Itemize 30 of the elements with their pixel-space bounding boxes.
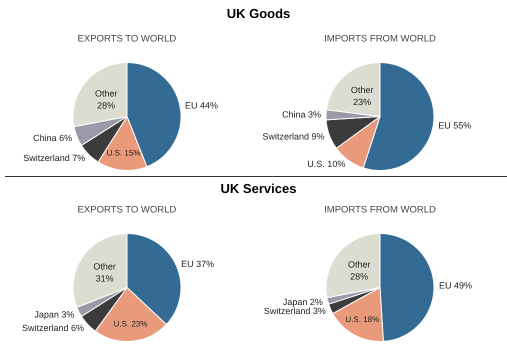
chart-title: EXPORTS TO WORLD [78, 204, 176, 216]
slice-label: Switzerland 7% [23, 153, 86, 164]
slice-label: EU 49% [438, 280, 472, 291]
slice-label: Other [350, 85, 374, 96]
chart-title: EXPORTS TO WORLD [78, 34, 176, 44]
chart-title: IMPORTS FROM WORLD [324, 34, 436, 44]
slice-label: U.S. 23% [114, 320, 148, 329]
data-label: 31% [96, 273, 114, 284]
data-label: 28% [350, 271, 368, 282]
slice-label: Other [348, 259, 370, 270]
slice-label: Switzerland 3% [264, 306, 326, 316]
text: UK Goods [226, 5, 290, 23]
slice-label: Switzerland 6% [22, 322, 84, 333]
slice-label: China 3% [282, 110, 322, 120]
slice-label: Japan 3% [34, 309, 74, 320]
slice-label: U.S. 15% [106, 148, 140, 158]
slice-label: Japan 2% [282, 297, 323, 308]
data-label: 23% [353, 97, 372, 108]
slice-label: Switzerland 9% [262, 131, 324, 142]
text: UK Services [220, 180, 296, 198]
slice-label: Other [94, 88, 118, 98]
slice-label: EU 44% [184, 100, 218, 110]
slice-label: U.S. 18% [345, 315, 380, 324]
slice-label: EU 37% [181, 259, 214, 270]
slice-label: U.S. 10% [307, 159, 346, 170]
slice-label: EU 55% [438, 120, 472, 131]
data-label: 28% [97, 100, 116, 110]
chart-title: IMPORTS FROM WORLD [324, 204, 436, 216]
slice-label: Other [93, 261, 116, 272]
slice-label: China 6% [33, 133, 72, 144]
